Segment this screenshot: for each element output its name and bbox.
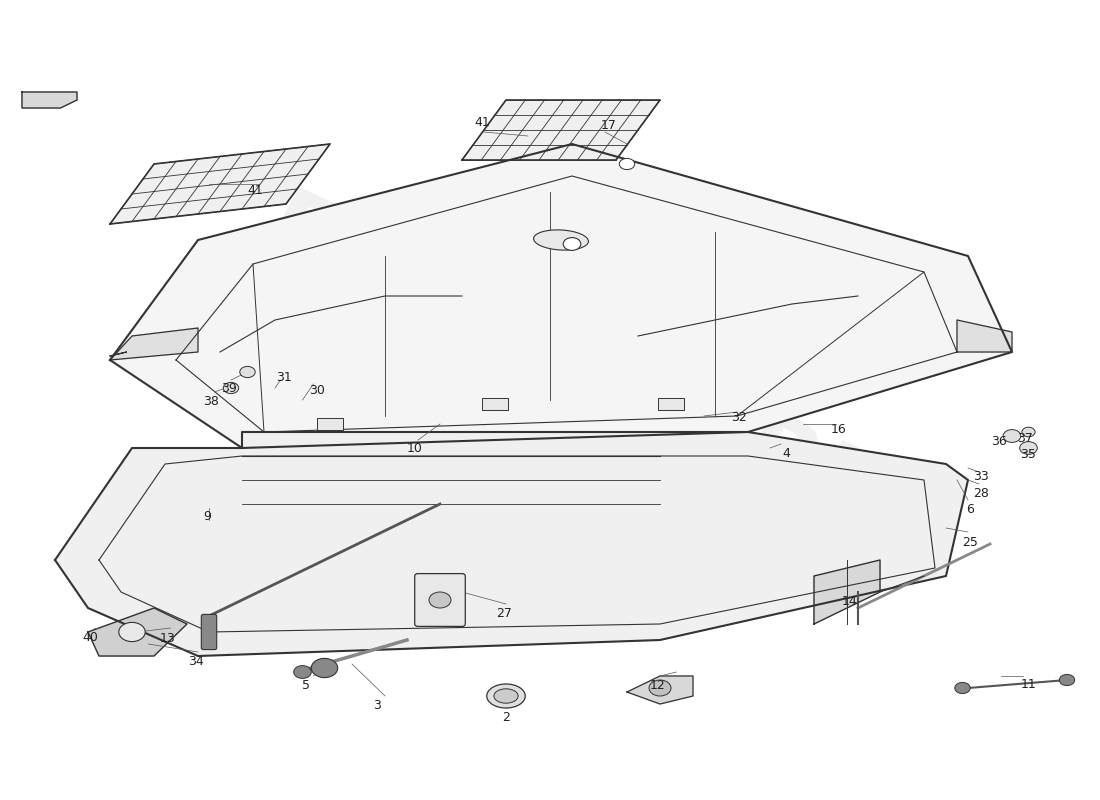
Text: 17: 17: [601, 119, 616, 132]
Circle shape: [563, 238, 581, 250]
Text: EUROSPARES: EUROSPARES: [249, 183, 961, 585]
Text: 32: 32: [732, 411, 747, 424]
Text: 5: 5: [301, 679, 310, 692]
Polygon shape: [814, 560, 880, 624]
Ellipse shape: [486, 684, 526, 708]
Polygon shape: [957, 320, 1012, 352]
FancyBboxPatch shape: [201, 614, 217, 650]
Text: 11: 11: [1021, 678, 1036, 690]
Polygon shape: [22, 92, 77, 108]
Text: 4: 4: [782, 447, 791, 460]
Text: 2: 2: [502, 711, 510, 724]
Text: 30: 30: [309, 384, 324, 397]
Text: 12: 12: [650, 679, 666, 692]
Polygon shape: [627, 676, 693, 704]
Circle shape: [223, 382, 239, 394]
FancyBboxPatch shape: [658, 398, 684, 410]
Circle shape: [1022, 427, 1035, 437]
Polygon shape: [88, 608, 187, 656]
Text: 14: 14: [842, 595, 857, 608]
Circle shape: [294, 666, 311, 678]
Ellipse shape: [494, 689, 518, 703]
Text: 36: 36: [991, 435, 1006, 448]
Circle shape: [955, 682, 970, 694]
Circle shape: [619, 158, 635, 170]
Polygon shape: [110, 144, 330, 224]
Text: 41: 41: [248, 184, 263, 197]
Text: 10: 10: [407, 442, 422, 454]
Circle shape: [1059, 674, 1075, 686]
Text: 13: 13: [160, 632, 175, 645]
Polygon shape: [462, 100, 660, 160]
Text: 39: 39: [221, 382, 236, 394]
Text: 6: 6: [966, 503, 975, 516]
Text: 3: 3: [373, 699, 382, 712]
Circle shape: [429, 592, 451, 608]
Text: 31: 31: [276, 371, 292, 384]
Text: 40: 40: [82, 631, 98, 644]
Text: 37: 37: [1018, 432, 1033, 445]
Text: 41: 41: [474, 116, 490, 129]
Text: 27: 27: [496, 607, 512, 620]
Circle shape: [311, 658, 338, 678]
Ellipse shape: [534, 230, 588, 250]
Polygon shape: [110, 328, 198, 360]
Text: 25: 25: [962, 536, 978, 549]
Polygon shape: [55, 432, 968, 656]
Text: 35: 35: [1021, 448, 1036, 461]
Text: 33: 33: [974, 470, 989, 482]
FancyBboxPatch shape: [482, 398, 508, 410]
Circle shape: [1003, 430, 1021, 442]
Text: 28: 28: [974, 487, 989, 500]
Text: 38: 38: [204, 395, 219, 408]
Text: 16: 16: [830, 423, 846, 436]
Text: a passion for cars since 1985: a passion for cars since 1985: [324, 408, 666, 584]
FancyBboxPatch shape: [317, 418, 343, 430]
Text: 9: 9: [202, 510, 211, 522]
FancyBboxPatch shape: [415, 574, 465, 626]
Polygon shape: [110, 144, 1012, 448]
Circle shape: [240, 366, 255, 378]
Text: 34: 34: [188, 655, 204, 668]
Circle shape: [1020, 442, 1037, 454]
Circle shape: [649, 680, 671, 696]
Circle shape: [119, 622, 145, 642]
